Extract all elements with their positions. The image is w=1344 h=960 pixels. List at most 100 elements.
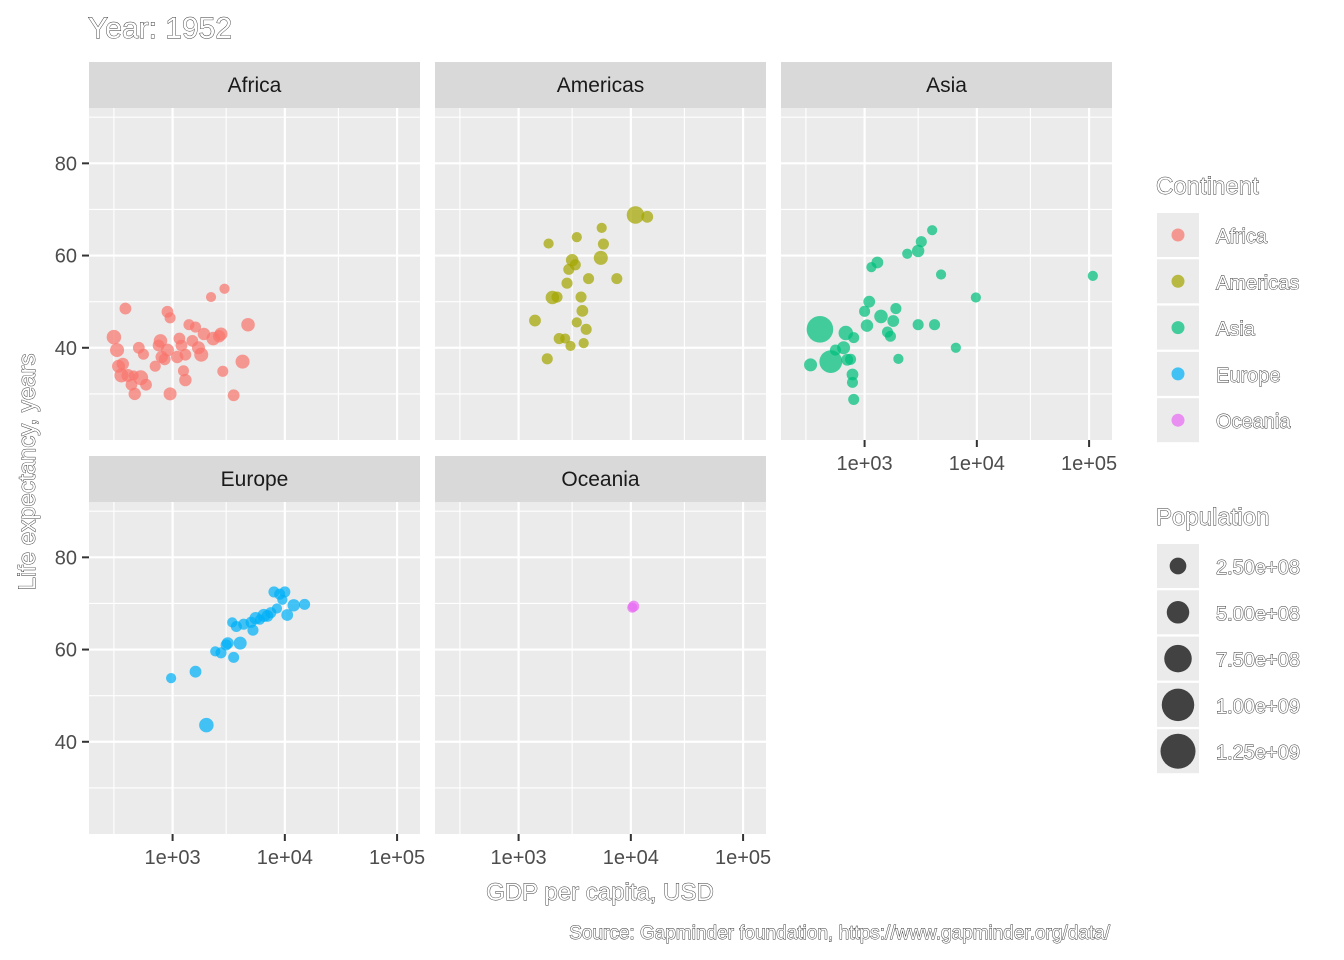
data-point-asia [860, 319, 874, 332]
data-point-americas [596, 222, 607, 233]
data-point-europe [279, 586, 291, 598]
data-point-americas [541, 353, 553, 365]
panel-oceania: Oceania 1e+03 1e+04 1e+05 [435, 456, 771, 869]
legend-size-label: 7.50e+08 [1216, 650, 1300, 672]
continent-legend: Continent Africa Americas Asia Europe Oceani… [1156, 173, 1300, 443]
data-point-asia [893, 353, 904, 364]
data-point-oceania [628, 600, 640, 612]
data-point-asia [837, 341, 851, 355]
x-tick-label: 1e+03 [491, 847, 547, 869]
legend-size-swatch [1169, 557, 1187, 575]
data-point-africa [128, 387, 141, 401]
legend-size-label: 5.00e+08 [1216, 603, 1300, 625]
x-tick-label: 1e+04 [603, 847, 659, 869]
panel-africa: Africa 40 60 80 [55, 62, 420, 440]
panel-background-oceania [435, 502, 766, 834]
panel-americas: Americas [435, 62, 766, 440]
y-tick-label: 60 [55, 640, 77, 662]
facet-label-oceania: Oceania [561, 468, 640, 491]
facet-label-americas: Americas [557, 74, 645, 97]
data-point-africa [163, 387, 177, 401]
data-point-asia [859, 305, 871, 317]
data-point-asia [915, 236, 927, 248]
legend-size-label: 1.00e+09 [1216, 696, 1300, 718]
legend-label-americas: Americas [1216, 272, 1299, 294]
x-tick-label: 1e+05 [1061, 453, 1117, 475]
data-point-europe [228, 651, 240, 663]
data-point-asia [911, 244, 925, 258]
facet-strip-africa [89, 62, 420, 108]
data-point-americas [611, 273, 623, 285]
data-point-europe [215, 647, 227, 659]
data-point-africa [219, 283, 230, 294]
data-point-americas [571, 317, 582, 328]
data-point-asia [884, 330, 896, 342]
x-tick-label: 1e+04 [257, 847, 313, 869]
data-point-americas [597, 238, 609, 250]
data-point-africa [214, 327, 228, 341]
legend-size-swatch [1164, 644, 1192, 673]
data-point-africa [235, 354, 250, 369]
facet-label-africa: Africa [228, 74, 282, 97]
legend-label-africa: Africa [1216, 226, 1268, 248]
data-point-americas [543, 238, 554, 249]
data-point-africa [179, 348, 192, 361]
facet-strip-asia [781, 62, 1112, 108]
facet-label-europe: Europe [221, 468, 289, 491]
data-point-europe [189, 665, 202, 678]
x-tick-label: 1e+05 [715, 847, 771, 869]
data-point-asia [871, 256, 884, 269]
data-point-americas [569, 259, 581, 271]
data-point-americas [576, 304, 589, 317]
data-point-americas [626, 206, 645, 224]
data-point-africa [217, 365, 229, 377]
data-point-africa [116, 357, 130, 371]
y-axis-title: Life expectancy, years [14, 353, 41, 590]
data-point-africa [189, 321, 202, 333]
panel-europe: Europe 40 60 80 1e+03 1e+04 1e+05 [55, 456, 425, 869]
data-point-americas [578, 338, 589, 349]
data-point-asia [927, 225, 938, 236]
facet-label-asia: Asia [926, 74, 967, 97]
data-point-europe [247, 624, 259, 636]
data-point-africa [137, 348, 149, 360]
data-point-americas [565, 340, 576, 352]
data-point-asia [929, 319, 941, 331]
panel-asia: Asia 1e+03 1e+04 1e+05 [781, 62, 1117, 475]
y-tick-label: 40 [55, 732, 77, 754]
data-point-asia [887, 315, 900, 327]
panel-background-asia [781, 108, 1112, 440]
data-point-europe [299, 598, 311, 610]
data-point-africa [205, 291, 217, 303]
population-legend: Population 2.50e+08 5.00e+08 7.50e+08 1.00e… [1156, 504, 1300, 774]
facet-strip-europe [89, 456, 420, 502]
data-point-africa [241, 317, 255, 332]
data-point-americas [551, 291, 563, 303]
panel-background-europe [89, 502, 420, 834]
data-point-asia [806, 316, 834, 343]
data-point-africa [227, 389, 240, 402]
data-point-africa [149, 360, 161, 372]
data-point-asia [950, 342, 961, 353]
data-point-africa [153, 334, 168, 348]
legend-swatch-europe [1171, 367, 1185, 381]
y-tick-label: 80 [55, 153, 77, 175]
legend-size-swatch [1166, 601, 1190, 624]
data-point-asia [890, 303, 902, 315]
facet-strip-oceania [435, 456, 766, 502]
data-point-asia [819, 350, 843, 374]
data-point-americas [561, 277, 573, 289]
data-point-americas [593, 250, 608, 265]
data-point-asia [970, 292, 981, 303]
data-point-americas [575, 291, 587, 303]
data-point-asia [874, 309, 888, 324]
data-point-americas [580, 323, 592, 335]
data-point-africa [194, 347, 209, 362]
data-point-africa [106, 329, 122, 345]
x-tick-label: 1e+05 [369, 847, 425, 869]
data-point-europe [281, 609, 294, 621]
panel-background-americas [435, 108, 766, 440]
data-point-americas [641, 210, 654, 223]
data-point-asia [848, 332, 860, 344]
